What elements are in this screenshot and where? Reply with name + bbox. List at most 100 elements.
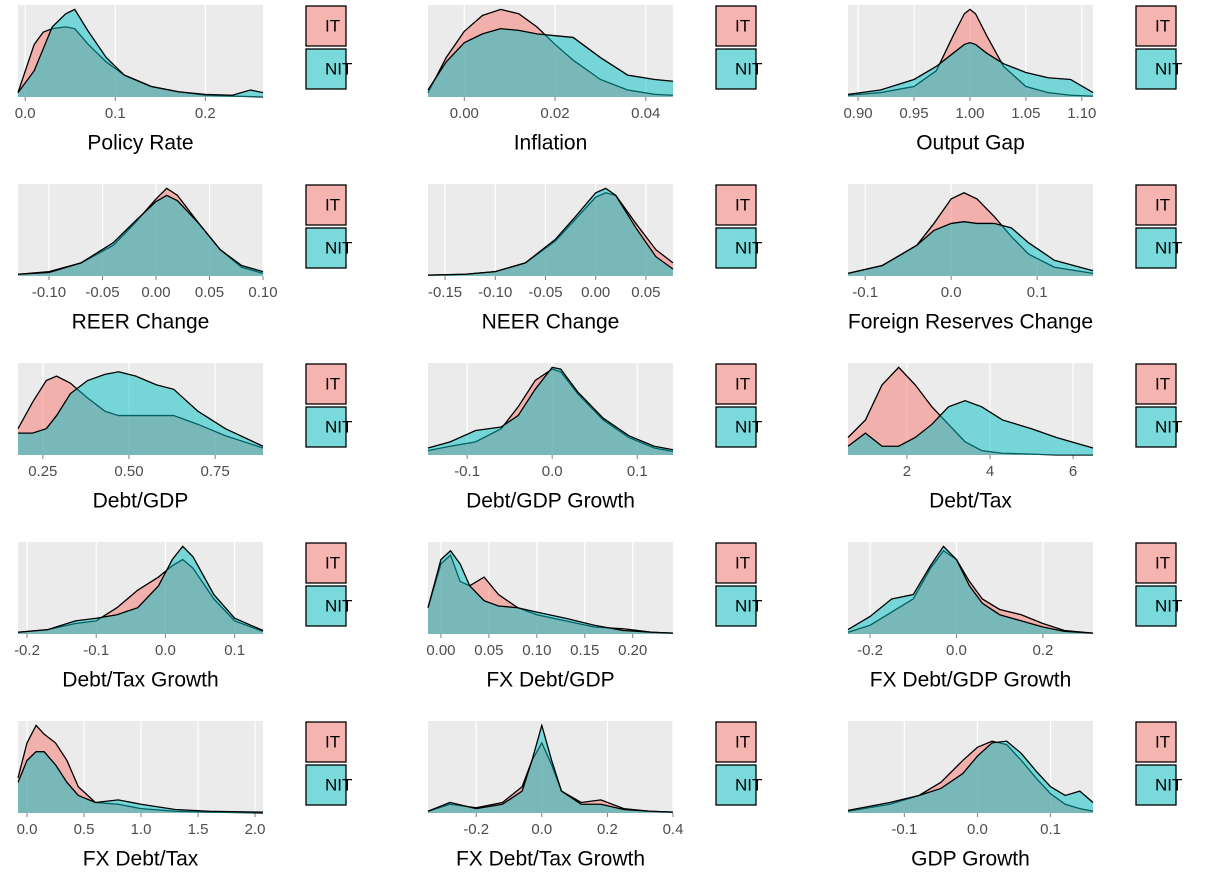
legend-key	[305, 227, 347, 269]
x-axis-label: Policy Rate	[87, 132, 193, 155]
x-axis-label: REER Change	[72, 311, 210, 334]
density-line	[427, 722, 674, 813]
x-tick-label: 0.04	[631, 105, 660, 122]
area-fill	[848, 400, 1093, 455]
x-axis-label: Output Gap	[916, 132, 1025, 155]
legend-key	[305, 363, 347, 405]
x-tick-label: 0.2	[1032, 642, 1053, 659]
density-line	[17, 751, 264, 813]
x-tick-label: -0.1	[891, 821, 917, 838]
legend-key	[1135, 542, 1177, 584]
legend-label: NIT	[325, 596, 352, 615]
x-tick-label: 1.0	[131, 821, 152, 838]
legend-label: IT	[1155, 732, 1170, 751]
x-tick-label: 0.0	[542, 463, 563, 480]
x-tick-label: 0.0	[17, 821, 38, 838]
x-tick-label: 0.4	[663, 821, 684, 838]
legend-label: IT	[735, 16, 750, 35]
area-fill	[18, 371, 263, 455]
panel: 0.0 0.5 1.0 1.5 2.0 IT NIT FX Debt/Tax	[17, 720, 352, 871]
x-tick-label: 0.90	[843, 105, 872, 122]
x-tick-label: 0.00	[426, 642, 455, 659]
panel: -0.1 0.0 0.1 IT NIT Foreign Reserves Change	[847, 183, 1182, 334]
legend-label: IT	[1155, 553, 1170, 572]
legend-key	[305, 406, 347, 448]
x-tick-label: 0.1	[1040, 821, 1061, 838]
legend-label: IT	[325, 374, 340, 393]
area-fill	[428, 725, 673, 813]
x-tick-label: 2	[903, 463, 911, 480]
legend-key	[305, 542, 347, 584]
legend-key	[715, 184, 757, 226]
legend-label: NIT	[735, 596, 762, 615]
x-tick-label: 0.15	[570, 642, 599, 659]
x-tick-label: 0.05	[631, 284, 660, 301]
legend-label: NIT	[325, 775, 352, 794]
panel: -0.2 0.0 0.2 0.4 IT NIT FX Debt/Tax Growth	[427, 720, 762, 871]
density-line	[427, 28, 674, 91]
legend-key	[715, 585, 757, 627]
x-tick-label: -0.2	[857, 642, 883, 659]
x-tick-label: 1.10	[1067, 105, 1096, 122]
x-tick-label: 0.2	[597, 821, 618, 838]
x-tick-label: 0.2	[195, 105, 216, 122]
x-tick-label: 0.10	[248, 284, 277, 301]
area-fill	[428, 550, 673, 634]
density-line	[847, 399, 1094, 449]
x-tick-label: -0.1	[852, 284, 878, 301]
x-tick-label: -0.2	[14, 642, 40, 659]
panel: 0.00 0.02 0.04 IT NIT Inflation	[427, 4, 762, 155]
x-axis-label: FX Debt/Tax	[83, 848, 199, 871]
legend-key	[1135, 585, 1177, 627]
panel: -0.1 0.0 0.1 IT NIT Debt/GDP Growth	[427, 362, 762, 513]
x-tick-label: 0.00	[581, 284, 610, 301]
legend-label: NIT	[1155, 59, 1182, 78]
legend-label: IT	[1155, 374, 1170, 393]
x-tick-label: 1.05	[1011, 105, 1040, 122]
x-axis-label: FX Debt/Tax Growth	[456, 848, 645, 871]
legend-key	[1135, 721, 1177, 763]
x-tick-label: -0.2	[463, 821, 489, 838]
x-tick-label: 0.00	[141, 284, 170, 301]
legend-label: IT	[325, 732, 340, 751]
x-tick-label: 0.1	[627, 463, 648, 480]
area-fill	[428, 367, 673, 455]
x-tick-label: 0.0	[15, 105, 36, 122]
area-fill	[428, 28, 673, 97]
legend-key	[1135, 764, 1177, 806]
legend-key	[1135, 5, 1177, 47]
legend-key	[715, 764, 757, 806]
legend-label: NIT	[1155, 596, 1182, 615]
legend-key	[1135, 227, 1177, 269]
area-fill	[18, 546, 263, 634]
legend-key	[715, 406, 757, 448]
legend-key	[1135, 184, 1177, 226]
x-tick-label: 0.75	[201, 463, 230, 480]
legend-label: IT	[735, 195, 750, 214]
density-line	[17, 8, 264, 96]
legend-label: NIT	[325, 59, 352, 78]
area-fill	[848, 42, 1093, 97]
x-tick-label: 0.02	[540, 105, 569, 122]
x-axis-label: Debt/GDP Growth	[466, 490, 635, 513]
legend-key	[715, 227, 757, 269]
x-axis-label: Debt/Tax	[929, 490, 1012, 513]
legend-key	[305, 48, 347, 90]
x-tick-label: 4	[986, 463, 994, 480]
legend-label: NIT	[325, 238, 352, 257]
x-tick-label: 1.00	[955, 105, 984, 122]
legend-key	[1135, 48, 1177, 90]
legend-key	[305, 184, 347, 226]
x-tick-label: 0.95	[899, 105, 928, 122]
x-tick-label: -0.15	[428, 284, 462, 301]
x-tick-label: 0.0	[155, 642, 176, 659]
density-line	[17, 194, 264, 275]
area-fill	[848, 367, 1093, 455]
legend-key	[305, 585, 347, 627]
area-fill	[18, 725, 263, 813]
x-axis-label: Debt/Tax Growth	[62, 669, 218, 692]
legend-label: NIT	[1155, 417, 1182, 436]
legend-key	[305, 764, 347, 806]
x-tick-label: 0.0	[967, 821, 988, 838]
